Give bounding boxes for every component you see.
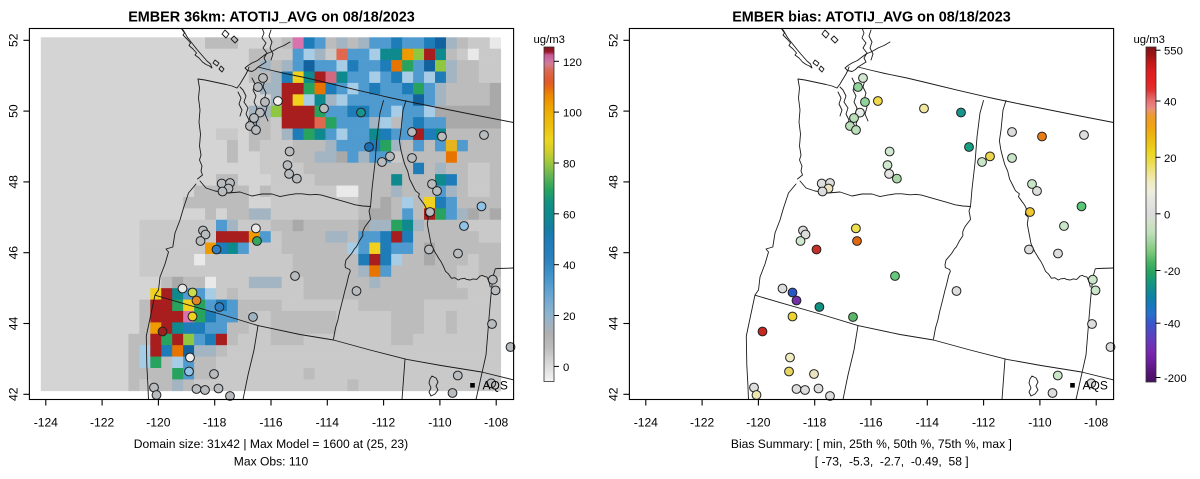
svg-text:[ -73, -5.3, -2.7, -0.49,: [ -73, -5.3, -2.7, -0.49, 58 ]	[815, 455, 969, 469]
svg-text:46: 46	[6, 246, 20, 260]
svg-text:EMBER 36km: ATOTIJ_AVG on 08/1: EMBER 36km: ATOTIJ_AVG on 08/18/2023	[128, 10, 415, 26]
svg-text:-108: -108	[1084, 415, 1108, 429]
svg-text:52: 52	[6, 33, 20, 47]
svg-text:42: 42	[606, 387, 620, 401]
svg-text:-20: -20	[1164, 266, 1180, 278]
svg-text:0: 0	[563, 362, 569, 374]
svg-text:48: 48	[6, 175, 20, 189]
svg-text:AQS: AQS	[483, 379, 508, 393]
svg-text:80: 80	[563, 159, 576, 171]
svg-text:20: 20	[563, 311, 576, 323]
svg-text:AQS: AQS	[1083, 379, 1108, 393]
svg-text:120: 120	[563, 57, 582, 69]
svg-text:40: 40	[563, 260, 576, 272]
svg-text:-110: -110	[428, 415, 452, 429]
svg-text:-40: -40	[1164, 319, 1180, 331]
svg-text:48: 48	[606, 175, 620, 189]
svg-text:-200: -200	[1164, 373, 1187, 385]
svg-text:-112: -112	[972, 415, 996, 429]
svg-text:40: 40	[1164, 97, 1177, 109]
svg-text:ug/m3: ug/m3	[1134, 34, 1165, 46]
svg-text:-108: -108	[484, 415, 508, 429]
svg-text:-114: -114	[916, 415, 940, 429]
svg-text:550: 550	[1164, 46, 1183, 58]
svg-text:44: 44	[6, 317, 20, 331]
svg-text:-116: -116	[259, 415, 283, 429]
svg-text:-118: -118	[203, 415, 227, 429]
svg-text:52: 52	[606, 33, 620, 47]
svg-text:0: 0	[1164, 209, 1170, 221]
svg-text:-110: -110	[1028, 415, 1052, 429]
svg-text:-120: -120	[746, 415, 770, 429]
svg-text:-118: -118	[803, 415, 827, 429]
svg-text:-124: -124	[634, 415, 658, 429]
svg-text:60: 60	[563, 209, 576, 221]
svg-text:-124: -124	[34, 415, 58, 429]
svg-text:-114: -114	[316, 415, 340, 429]
svg-text:Bias Summary: [ min, 25th %, 5: Bias Summary: [ min, 25th %, 50th %, 75t…	[731, 437, 1012, 451]
svg-text:-122: -122	[690, 415, 714, 429]
svg-text:50: 50	[606, 104, 620, 118]
svg-text:-116: -116	[859, 415, 883, 429]
svg-text:-122: -122	[90, 415, 114, 429]
svg-text:EMBER bias: ATOTIJ_AVG on 08/1: EMBER bias: ATOTIJ_AVG on 08/18/2023	[732, 10, 1011, 26]
svg-text:-120: -120	[146, 415, 170, 429]
svg-text:100: 100	[563, 108, 582, 120]
svg-text:50: 50	[6, 104, 20, 118]
svg-text:46: 46	[606, 246, 620, 260]
svg-text:44: 44	[606, 317, 620, 331]
svg-text:20: 20	[1164, 153, 1177, 165]
svg-text:Domain size: 31x42 | Max Model: Domain size: 31x42 | Max Model = 1600 at…	[134, 437, 408, 451]
svg-text:ug/m3: ug/m3	[534, 34, 565, 46]
svg-text:Max Obs: 110: Max Obs: 110	[234, 455, 309, 469]
svg-text:42: 42	[6, 387, 20, 401]
svg-text:-112: -112	[372, 415, 396, 429]
